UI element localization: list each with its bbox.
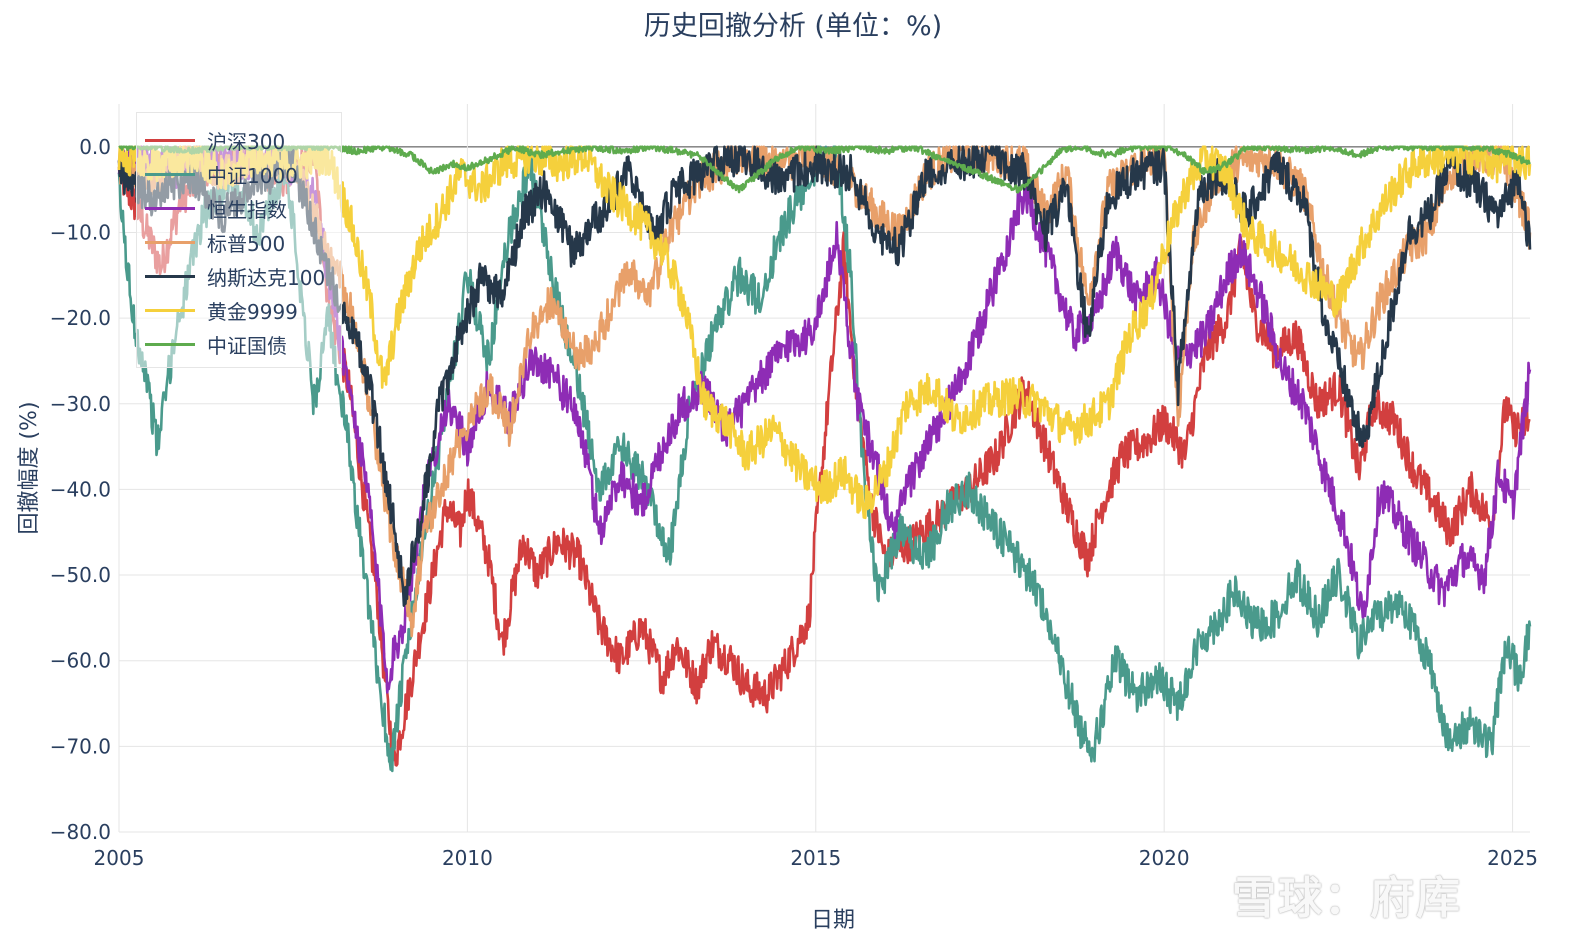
chart-title: 历史回撤分析 (单位：%)	[643, 11, 943, 42]
y-tick-label: −80.0	[50, 820, 111, 844]
x-tick-label: 2010	[442, 846, 493, 870]
x-tick-label: 2025	[1487, 846, 1538, 870]
legend-item[interactable]: 恒生指数	[145, 193, 287, 223]
legend-item[interactable]: 纳斯达克100	[145, 261, 325, 291]
series-layer	[117, 145, 1532, 773]
series-line-7	[118, 145, 1532, 194]
legend-item[interactable]: 沪深300	[145, 125, 285, 155]
legend-swatch	[145, 172, 195, 176]
y-tick-label: −50.0	[50, 563, 111, 587]
legend-label: 中证国债	[207, 333, 287, 358]
y-axis-label: 回撤幅度 (%)	[17, 401, 42, 534]
legend-label: 中证1000	[207, 163, 298, 188]
y-tick-label: −70.0	[50, 734, 111, 758]
legend-swatch	[145, 274, 195, 278]
y-tick-labels: 0.0 −10.0 −20.0 −30.0 −40.0 −50.0 −60.0 −70.0 −8…	[50, 135, 111, 844]
legend-swatch	[145, 308, 195, 312]
legend-label: 恒生指数	[207, 197, 287, 222]
legend-swatch	[145, 206, 195, 210]
y-tick-label: −60.0	[50, 649, 111, 673]
x-tick-labels: 2005 2010 2015 2020 2025	[94, 846, 1538, 870]
legend-swatch	[145, 342, 195, 346]
legend-swatch	[145, 240, 195, 244]
y-tick-label: 0.0	[79, 135, 111, 159]
series-line-3	[117, 145, 1532, 694]
legend-label: 标普500	[207, 231, 286, 256]
legend: 沪深300 中证1000 恒生指数标普500 纳斯达克100 黄金9999 中证国债	[136, 112, 342, 368]
legend-item[interactable]: 标普500	[145, 227, 285, 257]
x-tick-label: 2005	[94, 846, 145, 870]
watermark: 雪球：府库	[1232, 873, 1462, 924]
y-tick-label: −20.0	[50, 306, 111, 330]
x-tick-label: 2015	[790, 846, 841, 870]
legend-swatch	[145, 138, 195, 142]
x-tick-label: 2020	[1139, 846, 1190, 870]
series-line-5	[117, 145, 1532, 607]
legend-label: 沪深300	[207, 129, 286, 154]
legend-item[interactable]: 中证1000	[145, 159, 298, 189]
y-tick-label: −30.0	[50, 392, 111, 416]
y-tick-label: −40.0	[50, 477, 111, 501]
legend-label: 黄金9999	[207, 299, 298, 324]
legend-item[interactable]: 黄金9999	[145, 295, 298, 325]
legend-label: 纳斯达克100	[207, 265, 326, 290]
series-line-6	[117, 145, 1532, 520]
y-tick-label: −10.0	[50, 220, 111, 244]
x-axis-label: 日期	[811, 908, 855, 933]
legend-item[interactable]: 中证国债	[145, 329, 287, 359]
